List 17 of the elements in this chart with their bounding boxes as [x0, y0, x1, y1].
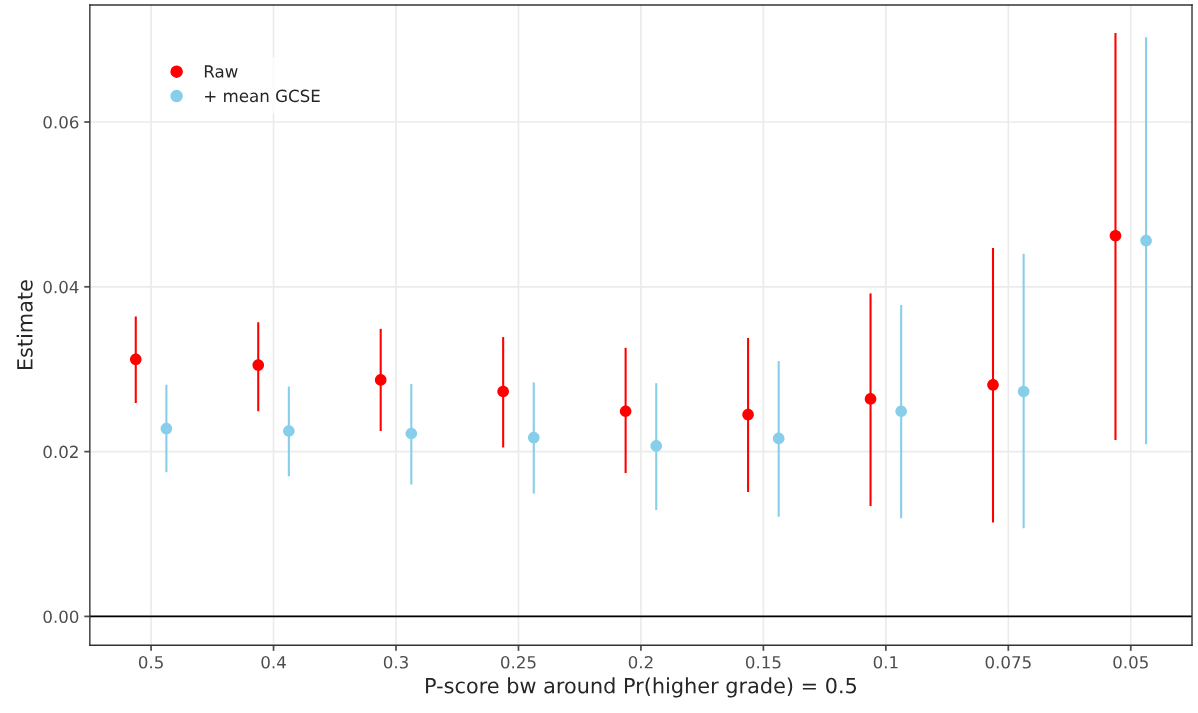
x-tick-label: 0.25	[501, 655, 536, 669]
y-axis-title: Estimate	[16, 280, 33, 370]
x-axis-title: P-score bw around Pr(higher grade) = 0.5	[426, 677, 857, 698]
x-tick-label: 0.1	[873, 655, 898, 669]
x-tick-label: 0.05	[1113, 655, 1148, 669]
y-tick-label: 0.04	[43, 280, 79, 294]
x-tick-label: 0.5	[138, 655, 163, 669]
y-tick-label: 0.00	[43, 610, 79, 623]
y-tick-label: 0.02	[43, 445, 78, 459]
x-tick-label: 0.075	[985, 655, 1031, 669]
x-tick-label: 0.4	[261, 655, 286, 669]
x-tick-label: 0.3	[383, 655, 408, 669]
legend-label: + mean GCSE	[205, 89, 320, 103]
legend-label: Raw	[204, 65, 238, 78]
x-tick-label: 0.15	[745, 655, 781, 669]
x-tick-label: 0.2	[628, 655, 653, 669]
y-tick-label: 0.06	[43, 115, 79, 129]
